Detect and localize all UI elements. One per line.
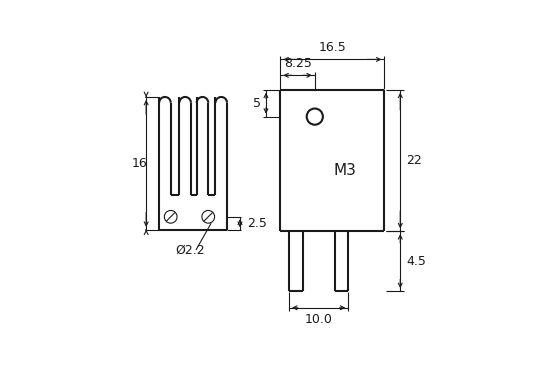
Text: 22: 22: [406, 154, 422, 167]
Text: 10.0: 10.0: [305, 313, 333, 326]
Text: Ø2.2: Ø2.2: [175, 243, 205, 256]
Text: 16: 16: [132, 157, 148, 170]
Text: 8.25: 8.25: [284, 57, 311, 70]
Text: 4.5: 4.5: [406, 255, 426, 268]
Text: 2.5: 2.5: [248, 217, 267, 230]
Text: M3: M3: [334, 163, 357, 178]
Text: 16.5: 16.5: [318, 41, 346, 54]
Text: 5: 5: [253, 97, 261, 109]
